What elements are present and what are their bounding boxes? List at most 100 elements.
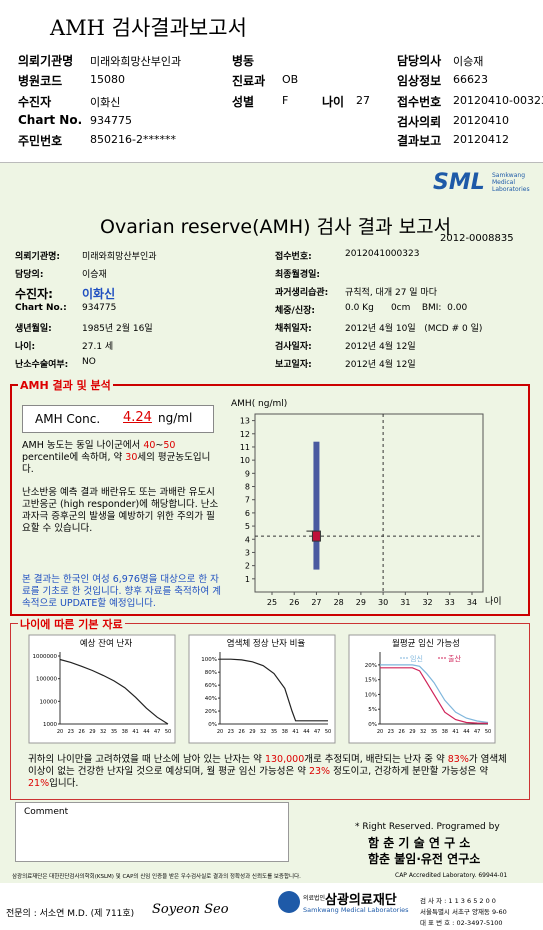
logo-sub: Samkwang Medical Laboratories <box>492 172 530 193</box>
logo: SML <box>433 170 485 195</box>
y-tick-label: 0% <box>208 722 217 728</box>
x-tick-label: 30 <box>378 598 388 607</box>
field-value: 27 <box>356 94 370 107</box>
info-value: 2012년 4월 12일 <box>345 360 416 370</box>
text: percentile에 속하며, 약 <box>22 452 126 463</box>
x-tick-label: 20 <box>377 729 383 735</box>
report-number: 2012-0008835 <box>440 233 514 244</box>
x-tick-label: 29 <box>409 729 415 735</box>
y-tick-label: 13 <box>240 417 250 426</box>
x-tick-label: 41 <box>292 729 298 735</box>
x-tick-label: 38 <box>122 729 128 735</box>
info-value: 2012년 4월 10일 (MCD # 0 일) <box>345 324 483 334</box>
highlight: 30 <box>125 452 138 463</box>
info-label: 의뢰기관명: <box>15 252 60 262</box>
y-tick-label: 2 <box>245 562 250 571</box>
legend-label: 출산 <box>448 654 461 663</box>
x-tick-label: 26 <box>398 729 404 735</box>
info-value: 1985년 2월 16일 <box>82 324 153 334</box>
rights: * Right Reserved. Programed by <box>355 822 500 832</box>
chart-title: 예상 잔여 난자 <box>80 638 133 649</box>
field-value: F <box>282 94 289 107</box>
text: 가 염색체이상이 없는 건강한 난자일 것으로 예상되며, 월 평균 임신 가능… <box>28 754 507 777</box>
report-title: Ovarian reserve(AMH) 검사 결과 보고서 <box>100 216 452 238</box>
x-tick-label: 44 <box>303 729 309 735</box>
field-label: 결과보고 <box>397 134 442 148</box>
y-tick-label: 6 <box>245 509 250 518</box>
y-tick-label: 12 <box>240 430 250 439</box>
x-tick-label: 29 <box>89 729 95 735</box>
info-label: 난소수술여부: <box>15 360 69 370</box>
x-tick-label: 38 <box>282 729 288 735</box>
range-bar <box>313 441 320 570</box>
info-label: 담당의: <box>15 270 44 280</box>
x-tick-label: 28 <box>334 598 344 607</box>
field-value: 20120412 <box>453 133 509 146</box>
field-label: 접수번호 <box>397 95 442 109</box>
y-tick-label: 100% <box>201 657 217 663</box>
x-tick-label: 23 <box>388 729 394 735</box>
x-tick-label: 35 <box>271 729 277 735</box>
field-label: 진료과 <box>232 74 266 88</box>
y-tick-label: 80% <box>205 670 217 676</box>
info-value: 27.1 세 <box>82 342 114 352</box>
x-tick-label: 27 <box>311 598 321 607</box>
info-value: 이승재 <box>82 270 107 280</box>
mini-chart: 염색체 정상 난자 비율 100% 80% 60% 40% 20% 0%20 23 26 29 32… <box>188 634 336 744</box>
info-value: 이화신 <box>82 287 116 301</box>
lab-name: 함춘 불임·유전 연구소 <box>368 852 481 866</box>
info-value: 0.0 Kg 0cm BMI: 0.00 <box>345 303 468 313</box>
y-tick-label: 40% <box>205 696 217 702</box>
mini-chart: 월평균 임신 가능성 20% 15% 10% 5% 0%20 23 26 29 32 35 38 41 4… <box>348 634 496 744</box>
x-tick-label: 47 <box>154 729 160 735</box>
field-label: 성별 <box>232 95 255 109</box>
y-tick-label: 20% <box>205 709 217 715</box>
info-label: 접수번호: <box>275 252 312 262</box>
info-label: 채취일자: <box>275 324 312 334</box>
series-line <box>380 664 489 724</box>
panel <box>28 634 176 744</box>
y-tick-label: 5 <box>245 522 250 531</box>
series-line <box>220 658 328 722</box>
field-label: Chart No. <box>18 113 83 127</box>
chart-title: 월평균 임신 가능성 <box>392 638 460 649</box>
field-value: 이승재 <box>453 55 484 68</box>
chart-title: 염색체 정상 난자 비율 <box>227 638 306 649</box>
x-tick-label: 23 <box>68 729 74 735</box>
y-tick-label: 20% <box>365 663 377 669</box>
y-tick-label: 11 <box>240 443 250 452</box>
paragraph: 난소반응 예측 결과 배란유도 또는 과배란 유도시 고반응군 (high re… <box>22 487 219 534</box>
x-tick-label: 26 <box>289 598 299 607</box>
field-value: 15080 <box>90 73 125 86</box>
x-tick-label: 29 <box>356 598 366 607</box>
info-label: 수진자: <box>15 287 53 301</box>
x-tick-label: 35 <box>111 729 117 735</box>
x-tick-label: 26 <box>238 729 244 735</box>
x-tick-label: 41 <box>132 729 138 735</box>
x-tick-label: 50 <box>325 729 331 735</box>
field-label: 담당의사 <box>397 54 442 68</box>
field-value: 850216-2****** <box>90 133 176 146</box>
x-tick-label: 20 <box>217 729 223 735</box>
org-prefix: 의료법인 <box>303 895 326 902</box>
info-label: Chart No.: <box>15 303 67 313</box>
org-en: Samkwang Medical Laboratories <box>303 906 409 914</box>
paragraph: AMH 농도는 동일 나이군에서 40~50 percentile에 속하며, … <box>22 440 220 476</box>
field-value: OB <box>282 73 299 86</box>
x-tick-label: 47 <box>474 729 480 735</box>
doctor: 전문의 : 서소연 M.D. (제 711호) <box>6 909 135 919</box>
cap: CAP Accredited Laboratory. 69944-01 <box>395 872 508 879</box>
basic-box <box>10 623 530 800</box>
info-label: 생년월일: <box>15 324 52 334</box>
x-tick-label: 26 <box>78 729 84 735</box>
comment-box: Comment <box>15 802 289 862</box>
legend-label: 임신 <box>410 654 423 663</box>
text: AMH 농도는 동일 나이군에서 <box>22 440 144 451</box>
field-label: 주민번호 <box>18 134 63 148</box>
x-tick-label: 50 <box>485 729 491 735</box>
y-tick-label: 10 <box>240 456 250 465</box>
field-value: 20120410 <box>453 114 509 127</box>
text: 개로 추정되며, 배란되는 난자 중 약 <box>304 754 448 765</box>
highlight: 83% <box>447 754 469 765</box>
